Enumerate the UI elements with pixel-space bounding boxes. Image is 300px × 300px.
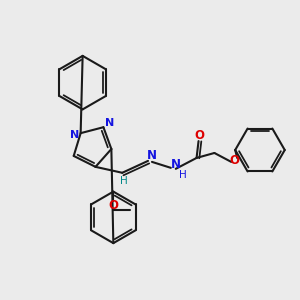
Text: N: N	[105, 118, 114, 128]
Text: O: O	[108, 199, 118, 212]
Text: N: N	[70, 130, 79, 140]
Text: N: N	[147, 149, 157, 162]
Text: O: O	[229, 154, 239, 167]
Text: N: N	[171, 158, 181, 171]
Text: O: O	[194, 129, 205, 142]
Text: H: H	[120, 176, 128, 186]
Text: H: H	[179, 170, 187, 180]
